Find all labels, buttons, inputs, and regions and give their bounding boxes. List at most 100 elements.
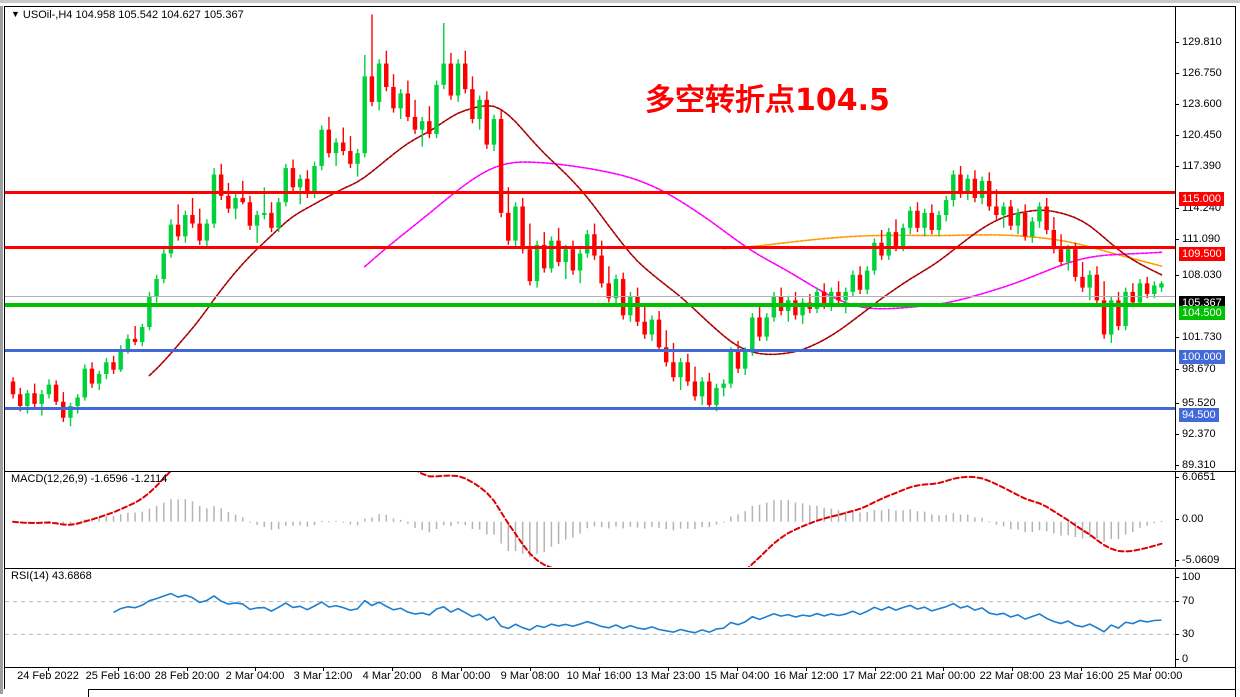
candlestick[interactable] (1137, 279, 1143, 307)
price-level-tag[interactable]: 94.500 (1179, 408, 1219, 422)
candlestick[interactable] (326, 116, 332, 158)
candlestick[interactable] (1101, 281, 1107, 339)
candlestick[interactable] (857, 266, 863, 294)
candlestick[interactable] (585, 229, 590, 258)
candlestick[interactable] (369, 14, 375, 107)
candlestick[interactable] (513, 202, 518, 250)
candlestick[interactable] (663, 330, 669, 367)
candlestick[interactable] (233, 193, 238, 220)
candlestick[interactable] (994, 189, 999, 220)
candlestick[interactable] (814, 287, 820, 314)
level-line-overlay-pivot-104-5[interactable] (5, 303, 1175, 307)
candlestick[interactable] (886, 227, 891, 260)
time-axis[interactable]: 24 Feb 2022 25 Feb 16:00 28 Feb 20:00 2 Mar… (5, 667, 1235, 687)
candlestick[interactable] (1008, 200, 1013, 230)
candlestick[interactable] (527, 223, 533, 286)
level-line-overlay-current-price-105-367[interactable] (5, 296, 1175, 297)
candlestick[interactable] (262, 187, 267, 220)
level-line-overlay-support-94-5[interactable] (5, 407, 1175, 410)
candlestick[interactable] (448, 52, 454, 100)
candlestick[interactable] (455, 59, 461, 102)
candlestick[interactable] (498, 110, 504, 218)
candlestick[interactable] (183, 210, 188, 243)
candlestick[interactable] (1087, 270, 1092, 301)
candlestick[interactable] (534, 240, 540, 288)
candlestick[interactable] (1144, 276, 1150, 299)
candlestick[interactable] (283, 163, 288, 207)
candlestick[interactable] (25, 389, 30, 414)
candlestick[interactable] (707, 372, 712, 410)
candlestick[interactable] (965, 174, 970, 201)
candlestick[interactable] (699, 377, 705, 405)
candlestick[interactable] (1080, 261, 1085, 292)
candlestick[interactable] (1065, 244, 1071, 271)
candlestick[interactable] (290, 159, 296, 192)
candlestick[interactable] (506, 187, 511, 245)
price-level-tag[interactable]: 100.000 (1179, 350, 1225, 364)
candlestick[interactable] (68, 402, 73, 427)
candlestick[interactable] (355, 148, 360, 177)
candlestick[interactable] (915, 202, 920, 233)
candlestick[interactable] (1030, 217, 1035, 243)
price-pane[interactable]: ▼ USOil-,H4 104.958 105.542 104.627 105.3… (5, 7, 1235, 471)
candlestick[interactable] (692, 366, 698, 401)
candlestick[interactable] (929, 204, 934, 235)
candlestick[interactable] (154, 274, 159, 303)
candlestick[interactable] (312, 161, 317, 198)
candlestick[interactable] (132, 325, 138, 346)
candlestick[interactable] (908, 206, 913, 235)
candlestick[interactable] (721, 379, 726, 397)
candlestick[interactable] (951, 170, 956, 207)
candlestick[interactable] (1001, 202, 1006, 228)
candlestick[interactable] (362, 55, 367, 158)
candlestick[interactable] (1037, 202, 1042, 228)
candlestick[interactable] (1051, 217, 1057, 254)
candlestick[interactable] (147, 291, 152, 331)
candlestick[interactable] (46, 379, 52, 399)
candlestick[interactable] (850, 270, 856, 297)
candlestick[interactable] (75, 394, 80, 414)
price-level-tag[interactable]: 115.000 (1179, 192, 1224, 206)
candlestick[interactable] (297, 174, 303, 205)
candlestick[interactable] (398, 89, 403, 120)
candlestick[interactable] (879, 229, 884, 260)
candlestick[interactable] (118, 345, 123, 372)
candlestick[interactable] (742, 347, 748, 376)
price-level-tag[interactable]: 104.500 (1179, 306, 1225, 320)
candlestick[interactable] (477, 95, 482, 130)
candlestick[interactable] (778, 287, 784, 316)
candlestick[interactable] (419, 116, 425, 147)
candlestick[interactable] (1159, 281, 1164, 292)
candlestick[interactable] (1058, 234, 1064, 267)
candlestick[interactable] (979, 176, 985, 205)
candlestick[interactable] (735, 340, 741, 373)
collapse-caret-icon[interactable]: ▼ (11, 9, 20, 19)
candlestick[interactable] (1015, 208, 1021, 235)
candlestick[interactable] (427, 106, 432, 139)
candlestick[interactable] (1116, 291, 1121, 331)
candlestick[interactable] (333, 138, 339, 166)
candlestick[interactable] (340, 127, 346, 156)
candlestick[interactable] (82, 364, 88, 401)
candlestick[interactable] (649, 315, 655, 341)
candlestick[interactable] (829, 287, 834, 312)
candlestick[interactable] (10, 377, 16, 399)
candlestick[interactable] (111, 355, 116, 374)
candlestick[interactable] (1152, 281, 1157, 299)
candlestick[interactable] (53, 380, 59, 405)
candlestick[interactable] (441, 23, 446, 90)
candlestick[interactable] (613, 274, 619, 305)
candlestick[interactable] (606, 266, 611, 303)
candlestick[interactable] (204, 219, 210, 248)
candlestick[interactable] (104, 357, 109, 380)
candlestick[interactable] (570, 240, 576, 275)
candlestick[interactable] (685, 353, 690, 386)
candlestick[interactable] (599, 240, 604, 288)
candlestick[interactable] (1130, 283, 1135, 307)
candlestick[interactable] (218, 163, 224, 201)
candlestick[interactable] (549, 236, 554, 273)
candlestick[interactable] (520, 197, 525, 254)
candlestick[interactable] (936, 210, 942, 237)
candlestick[interactable] (563, 244, 568, 280)
candlestick[interactable] (96, 370, 102, 390)
